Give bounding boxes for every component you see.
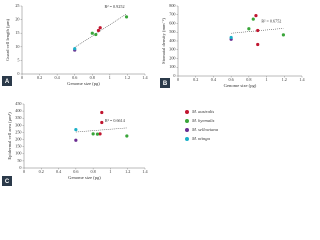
legend-swatch	[185, 110, 189, 114]
x-tick-label: 1.2	[125, 169, 130, 174]
legend-label: M. sellowiana	[191, 127, 219, 132]
y-axis-label: Stomatal density (mm⁻²)	[161, 18, 166, 64]
x-axis-label: Genome size (pg)	[67, 81, 100, 86]
point	[100, 110, 104, 115]
point	[256, 28, 260, 33]
x-tick-label: 0.4	[56, 169, 62, 174]
x-tick-label: 0.2	[193, 77, 198, 82]
point	[251, 17, 255, 21]
x-tick-label: 1	[266, 77, 268, 82]
point	[73, 47, 77, 51]
panel-box	[2, 176, 12, 186]
point	[91, 132, 95, 136]
x-tick-label: 0	[23, 169, 25, 174]
point	[96, 28, 101, 33]
y-tick-label: 400	[169, 38, 175, 43]
x-tick-label: 0	[21, 75, 23, 80]
x-tick-label: 1.4	[142, 75, 148, 80]
y-tick-label: 800	[169, 3, 175, 8]
y-tick-label: 20	[15, 17, 19, 22]
panel-box	[2, 76, 12, 86]
r-squared: R² = 0.9252	[105, 4, 125, 9]
y-tick-label: 450	[15, 101, 21, 106]
r-squared: R² = 0.6614	[105, 118, 126, 123]
x-tick-label: 0.6	[72, 75, 77, 80]
point	[74, 138, 78, 142]
legend-label: M. hyemalis	[191, 118, 215, 123]
y-tick-label: 200	[169, 55, 175, 60]
x-tick-label: 1.2	[282, 77, 287, 82]
panel-box	[160, 78, 170, 88]
y-axis-label: Guard cell length (μm)	[5, 18, 10, 61]
y-tick-label: 100	[169, 64, 175, 69]
x-tick-label: 1.2	[125, 75, 130, 80]
y-tick-label: 5	[17, 57, 19, 62]
y-tick-label: 300	[15, 122, 21, 127]
y-tick-label: 700	[169, 12, 175, 17]
panel-label: C	[5, 179, 10, 185]
y-tick-label: 300	[169, 47, 175, 52]
x-tick-label: 0.8	[91, 169, 96, 174]
point	[247, 27, 251, 31]
trendline	[75, 127, 127, 133]
y-tick-label: 400	[15, 108, 21, 113]
x-tick-label: 0.6	[73, 169, 78, 174]
y-tick-label: 0	[173, 73, 175, 78]
point	[94, 32, 98, 37]
x-tick-label: 1	[109, 75, 111, 80]
x-axis-label: Genome size (pg)	[224, 83, 257, 88]
x-tick-label: 0.4	[211, 77, 217, 82]
point	[256, 42, 260, 47]
x-axis-label: Genome size (pg)	[68, 175, 101, 180]
point	[125, 134, 129, 138]
legend-swatch	[185, 128, 189, 132]
y-tick-label: 15	[15, 30, 19, 35]
y-axis-label: Epidermal cell area (μm²)	[7, 112, 12, 160]
point	[254, 14, 258, 18]
y-tick-label: 500	[169, 29, 175, 34]
x-tick-label: 0.2	[39, 169, 44, 174]
y-tick-label: 50	[17, 158, 21, 163]
point	[281, 33, 285, 37]
y-tick-label: 25	[15, 3, 19, 8]
x-tick-label: 0.8	[90, 75, 95, 80]
point	[98, 132, 102, 136]
x-tick-label: 0.6	[229, 77, 234, 82]
panel-label: A	[5, 79, 10, 85]
point	[95, 132, 100, 136]
point	[124, 15, 129, 19]
y-tick-label: 0	[19, 165, 21, 170]
point	[90, 31, 94, 35]
x-tick-label: 0	[177, 77, 179, 82]
x-tick-label: 1.4	[299, 77, 305, 82]
legend-swatch	[185, 137, 189, 141]
y-tick-label: 0	[17, 71, 19, 76]
y-tick-label: 10	[15, 44, 19, 49]
y-tick-label: 600	[169, 20, 175, 25]
y-tick-label: 150	[15, 144, 21, 149]
y-tick-label: 100	[15, 151, 21, 156]
y-tick-label: 250	[15, 129, 21, 134]
legend-label: M. ntinga	[191, 136, 211, 141]
trendline	[74, 13, 127, 48]
y-tick-label: 200	[15, 137, 21, 142]
x-tick-label: 1	[109, 169, 111, 174]
r-squared: R² = 0.6752	[261, 18, 281, 23]
point	[229, 35, 233, 40]
y-tick-label: 350	[15, 115, 21, 120]
x-tick-label: 0.4	[55, 75, 61, 80]
legend-swatch	[185, 119, 189, 123]
panel-label: B	[163, 81, 168, 87]
legend-label: M. australis	[191, 109, 214, 114]
x-tick-label: 0.8	[246, 77, 251, 82]
point	[74, 128, 78, 132]
point	[98, 26, 102, 30]
x-tick-label: 1.4	[142, 169, 148, 174]
point	[100, 120, 104, 125]
x-tick-label: 0.2	[37, 75, 42, 80]
